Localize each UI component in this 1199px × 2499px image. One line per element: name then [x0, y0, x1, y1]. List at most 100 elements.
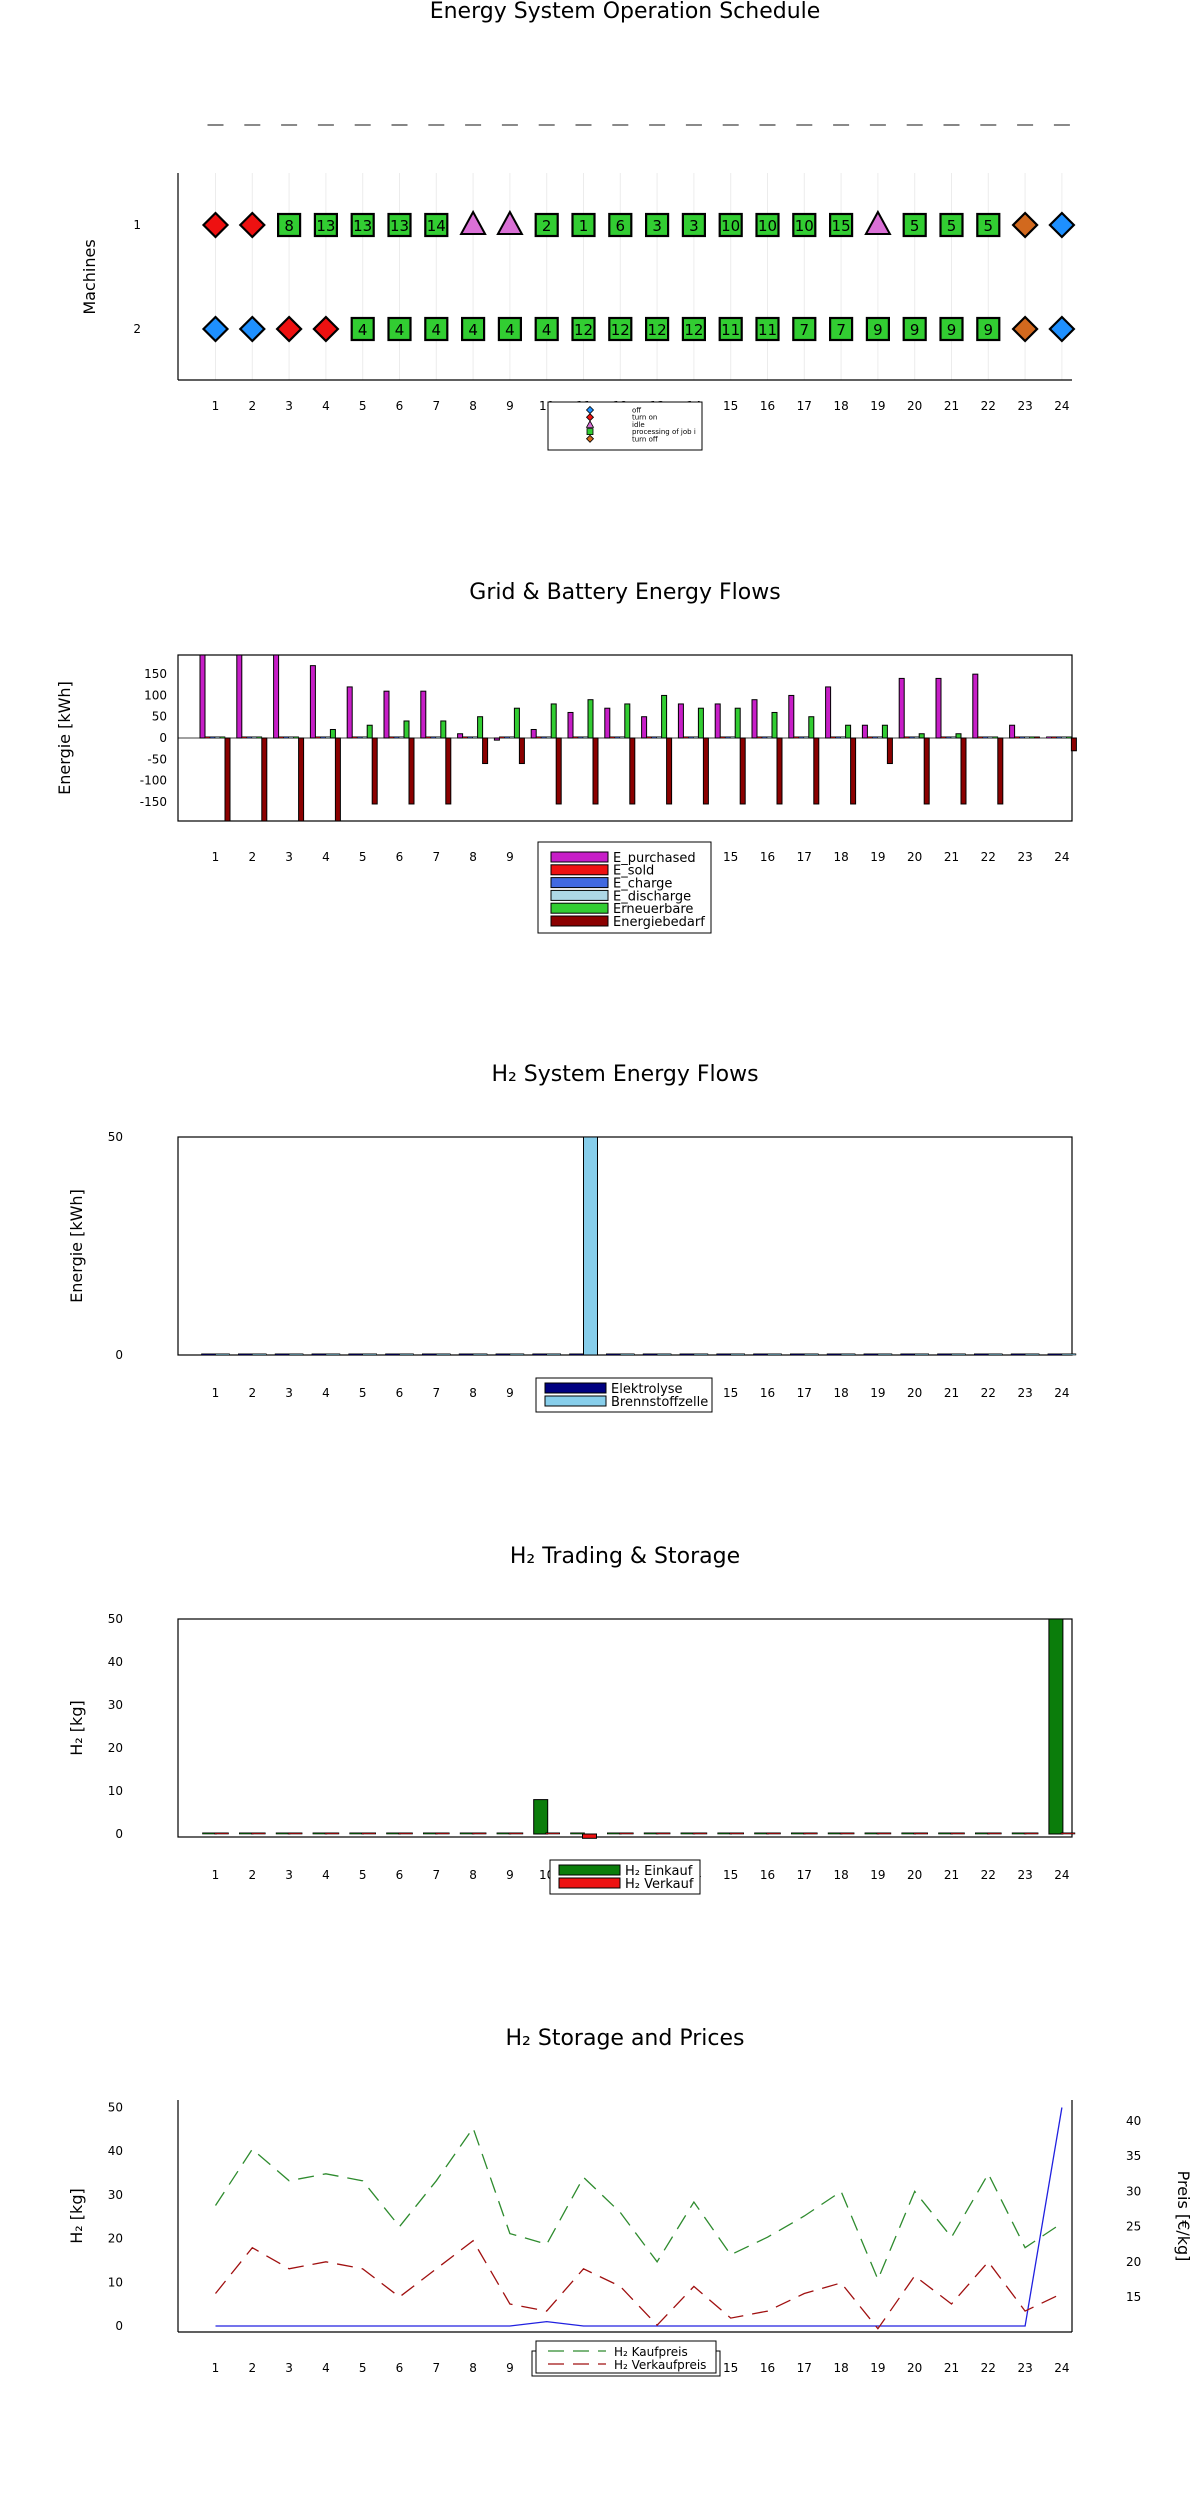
schedule-marker-m2-t3-turn-on [275, 315, 303, 343]
bar-Energiebedarf-t9 [518, 737, 525, 765]
x-tick-label-7: 7 [432, 1868, 440, 1882]
x-tick-label-5: 5 [359, 399, 367, 413]
schedule-marker-m1-t2-turn-on [238, 211, 266, 239]
x-tick-label-16: 16 [760, 1868, 775, 1882]
bar-E-charge-t4 [320, 736, 326, 739]
y-tick-label: 40 [108, 2144, 123, 2158]
bar-E-charge-t23 [1019, 736, 1025, 739]
bar-H-Verkauf-t18 [839, 1832, 855, 1835]
y-tick-label: 30 [1126, 2184, 1141, 2198]
x-tick-label-3: 3 [285, 399, 293, 413]
bar-H-Verkauf-t19 [876, 1832, 892, 1835]
x-tick-label-6: 6 [396, 1386, 404, 1400]
line-H-Speicher [215, 2107, 1063, 2327]
bar-E-purchased-t23 [1009, 724, 1016, 739]
schedule-grid [215, 173, 1063, 380]
schedule-marker-m2-t20-job [902, 316, 927, 342]
y-tick-label: 40 [108, 1655, 123, 1669]
legend-swatch-E-purchased [550, 851, 609, 863]
bar-E-discharge-t22 [987, 736, 994, 739]
bar-Elektrolyse-t21 [937, 1353, 952, 1356]
bar-Brennstoffzelle-t7 [435, 1353, 451, 1356]
bar-E-purchased-t22 [972, 673, 979, 739]
bar-H-Verkauf-t2 [251, 1832, 266, 1835]
bar-Erneuerbare-t3 [293, 736, 299, 739]
x-tick-label-23: 23 [1017, 2361, 1032, 2375]
bar-Erneuerbare-t17 [808, 716, 815, 739]
bar-H-Verkauf-t21 [950, 1832, 965, 1835]
x-tick-label-9: 9 [506, 1386, 514, 1400]
x-tick-label-16: 16 [760, 850, 775, 864]
x-tick-label-2: 2 [248, 399, 256, 413]
x-tick-label-5: 5 [359, 850, 367, 864]
bar-E-purchased-t14 [677, 703, 684, 739]
legend-swatch-H-Einkauf [558, 1864, 621, 1876]
bar-Elektrolyse-t1 [201, 1353, 216, 1356]
x-tick-label-21: 21 [944, 399, 959, 413]
schedule-marker-m2-t14-job [681, 316, 707, 342]
bar-Brennstoffzelle-t23 [1024, 1353, 1040, 1356]
bar-Energiebedarf-t21 [960, 737, 967, 805]
legend-label-Brennstoffzelle: Brennstoffzelle [611, 1395, 708, 1410]
x-tick-label-1: 1 [212, 1868, 220, 1882]
bar-Elektrolyse-t23 [1010, 1353, 1026, 1356]
bar-E-sold-t13 [646, 736, 652, 739]
schedule-marker-m2-t6-job [387, 316, 412, 342]
schedule-marker-m2-t7-job-label: 4 [432, 321, 442, 339]
schedule-marker-m2-t13-job [644, 316, 670, 342]
bar-E-discharge-t3 [288, 736, 294, 739]
x-tick-label-18: 18 [833, 1868, 848, 1882]
bar-Energiebedarf-t20 [923, 737, 930, 805]
bar-E-purchased-t4 [309, 665, 316, 739]
bar-Elektrolyse-t9 [495, 1353, 511, 1356]
schedule-marker-m2-t20-job-label: 9 [910, 321, 920, 339]
x-tick-label-21: 21 [944, 1868, 959, 1882]
y-tick-label: 40 [1126, 2114, 1141, 2128]
bar-E-sold-t12 [609, 736, 616, 739]
grid-bars [178, 654, 1077, 822]
x-tick-label-5: 5 [359, 1386, 367, 1400]
schedule-marker-m1-t13-job [644, 212, 670, 238]
x-tick-label-1: 1 [212, 399, 220, 413]
bar-Energiebedarf-t23 [1034, 736, 1040, 739]
bar-Elektrolyse-t19 [863, 1353, 879, 1356]
bar-E-discharge-t2 [251, 736, 258, 739]
bar-E-discharge-t12 [619, 736, 626, 739]
bar-E-sold-t23 [1014, 736, 1020, 739]
y-tick-label: 20 [108, 2232, 123, 2246]
bar-E-discharge-t11 [582, 736, 589, 739]
x-tick-label-2: 2 [248, 850, 256, 864]
bar-E-purchased-t7 [420, 690, 427, 739]
legend-swatch-E-charge [550, 877, 609, 889]
schedule-marker-m2-t9-job-label: 4 [505, 321, 515, 339]
legend-label-Energiebedarf: Energiebedarf [613, 915, 705, 930]
schedule-marker-m1-t5-job [350, 212, 375, 238]
schedule-marker-m2-t5-job-label: 4 [358, 321, 368, 339]
bar-E-purchased-t19 [861, 724, 868, 739]
schedule-marker-m2-t2-off [238, 315, 266, 343]
schedule-marker-m1-t7-job [424, 212, 449, 238]
bar-E-sold-t21 [940, 736, 947, 739]
h2sys-y-ticks: 0 50 [108, 1130, 123, 1362]
bar-Brennstoffzelle-t16 [767, 1353, 782, 1356]
schedule-marker-m2-t17-job [792, 316, 817, 342]
bar-E-sold-t9 [499, 736, 505, 739]
bar-E-charge-t21 [945, 736, 952, 739]
schedule-marker-m2-t11-job-label: 12 [574, 321, 593, 339]
y-tick-label: 10 [108, 1784, 123, 1798]
bar-E-sold-t22 [977, 736, 984, 739]
schedule-marker-m2-t7-job [424, 316, 449, 342]
schedule-marker-m1-t3-job-label: 8 [284, 217, 294, 235]
x-tick-label-15: 15 [723, 2361, 738, 2375]
schedule-marker-m2-t15-job [718, 316, 743, 342]
bar-Brennstoffzelle-t5 [362, 1353, 378, 1356]
bar-Energiebedarf-t1 [224, 737, 231, 822]
bar-Brennstoffzelle-t1 [215, 1353, 230, 1356]
y-tick-label: 0 [115, 2319, 123, 2333]
schedule-marker-m2-t16-job [755, 316, 780, 342]
bar-H-Verkauf-t16 [766, 1832, 781, 1835]
schedule-marker-m1-t22-job-label: 5 [984, 217, 994, 235]
